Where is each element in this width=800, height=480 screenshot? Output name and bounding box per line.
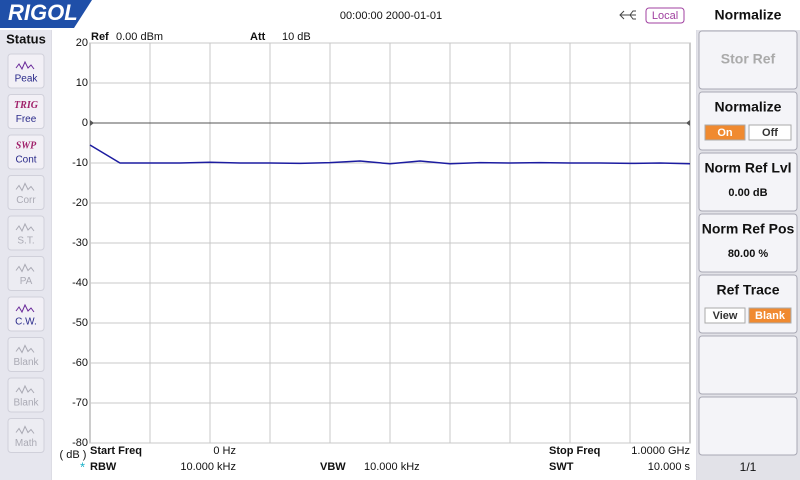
status-label: Cont [15,155,36,166]
y-tick-label: -70 [72,397,88,409]
vbw-label: VBW [320,461,346,473]
y-tick-label: -80 [72,437,88,449]
top-bar [0,0,697,30]
menu-option-label: View [713,310,738,322]
status-label: Peak [15,74,39,85]
menu-option-label: Blank [755,310,786,322]
start_freq-value: 0 Hz [213,445,236,457]
status-label: Blank [13,357,39,368]
menu-page: 1/1 [740,460,757,474]
y-tick-label: 20 [76,37,88,49]
menu-button-title: Norm Ref Lvl [704,160,791,176]
remote-badge [645,7,685,24]
status-icon [15,263,35,273]
menu-option-label: Off [762,127,778,139]
rbw-label: RBW [90,461,117,473]
status-button [7,337,45,372]
status-button [7,134,45,170]
status-icon [15,384,35,395]
ref-value: 0.00 dBm [116,31,163,43]
menu-button[interactable] [698,335,798,395]
menu-button-title: Normalize [715,99,782,115]
menu-button-title: Ref Trace [716,282,779,298]
y-tick-label: -20 [72,197,88,209]
status-label: PA [20,276,33,287]
y-tick-label: -10 [72,157,88,169]
status-icon [15,222,35,233]
menu-button[interactable] [698,213,798,273]
status-button [7,53,45,89]
datetime: 00:00:00 2000-01-01 [340,10,442,22]
ref-label: Ref [91,31,109,43]
menu-title-bar [697,0,800,30]
start_freq-label: Start Freq [90,445,142,457]
att-value: 10 dB [282,31,311,43]
y-tick-label: -40 [72,277,88,289]
menu-option[interactable] [704,307,746,324]
logo: RIGOL [8,0,78,25]
status-label: C.W. [15,317,37,328]
stop_freq-label: Stop Freq [549,445,600,457]
status-label: Corr [16,195,36,206]
menu-button[interactable] [698,30,798,90]
status-button [7,296,45,332]
menu-option-label: On [717,127,733,139]
status-label: Blank [13,398,39,409]
menu-option[interactable] [748,124,792,141]
status-button [7,377,45,413]
menu-button-value: 80.00 % [728,248,769,260]
status-icon [15,344,35,354]
y-tick-label: -30 [72,237,88,249]
stop_freq-value: 1.0000 GHz [631,445,690,457]
rbw-value: 10.000 kHz [180,461,236,473]
y-tick-label: -60 [72,357,88,369]
status-button [7,215,45,251]
remote-status: Local [652,10,678,22]
status-title: Status [6,31,46,46]
status-icon [15,182,35,192]
status-button [7,94,45,129]
menu-title: Normalize [715,7,782,23]
status-icon [15,425,35,435]
status-label: S.T. [17,236,34,247]
y-tick-label: 10 [76,77,88,89]
status-label: Free [16,114,37,125]
y-tick-label: 0 [82,117,88,129]
status-tag: TRIG [14,100,39,111]
trace [89,144,691,165]
logo-box [0,0,92,28]
rbw-flag: * [80,459,85,474]
swt-label: SWT [549,461,574,473]
menu-button[interactable] [698,396,798,456]
y-tick-label: -50 [72,317,88,329]
menu-button-title: Norm Ref Pos [702,221,795,237]
menu-button-value: 0.00 dB [728,187,767,199]
status-button [7,256,45,291]
att-label: Att [250,31,266,43]
status-tag: SWP [16,140,37,151]
menu-option[interactable] [704,124,746,141]
y-axis-label: ( dB ) [60,449,87,461]
vbw-value: 10.000 kHz [364,461,420,473]
status-icon [15,60,35,71]
status-icon [15,303,35,314]
status-button [7,175,45,210]
status-label: Math [15,438,37,449]
menu-option[interactable] [748,307,792,324]
status-button [7,418,45,453]
menu-button-title: Stor Ref [721,51,776,67]
swt-value: 10.000 s [648,461,691,473]
usb-icon [619,10,636,20]
menu-button[interactable] [698,152,798,212]
